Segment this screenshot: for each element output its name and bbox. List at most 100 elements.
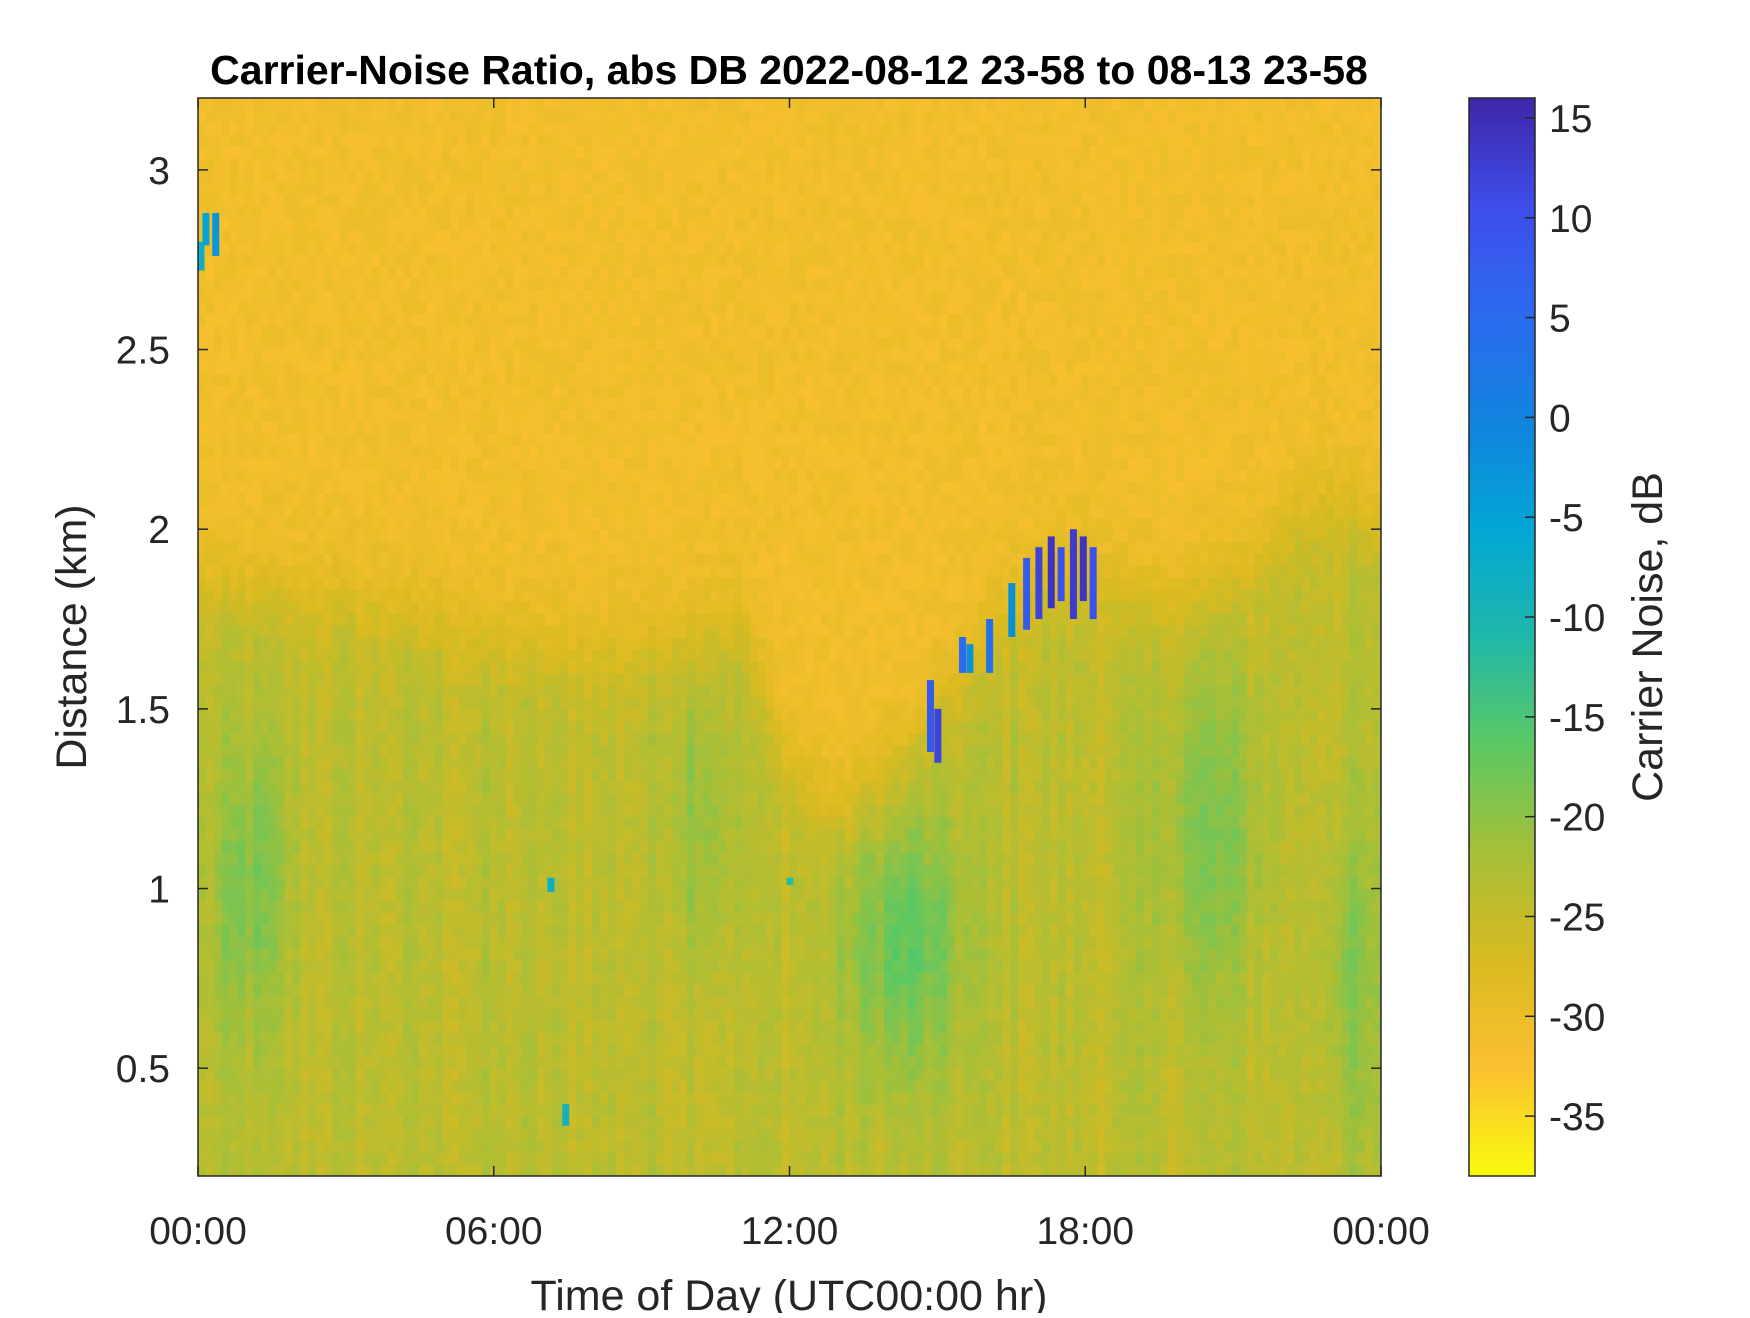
heatmap-cell — [214, 493, 222, 506]
heatmap-cell — [206, 912, 214, 925]
heatmap-cell — [513, 841, 521, 854]
heatmap-cell — [245, 901, 253, 914]
heatmap-cell — [450, 924, 458, 937]
heatmap-cell — [600, 373, 608, 386]
heatmap-cell — [372, 972, 380, 985]
heatmap-cell — [301, 697, 309, 710]
heatmap-cell — [553, 1080, 561, 1093]
heatmap-cell — [222, 409, 230, 422]
heatmap-cell — [403, 481, 411, 494]
heatmap-cell — [253, 218, 261, 231]
heatmap-cell — [419, 589, 427, 602]
heatmap-cell — [608, 721, 616, 734]
heatmap-cell — [521, 601, 529, 614]
heatmap-cell — [214, 589, 222, 602]
heatmap-cell — [364, 505, 372, 518]
heatmap-cell — [592, 637, 600, 650]
heatmap-cell — [348, 912, 356, 925]
heatmap-cell — [214, 577, 222, 590]
heatmap-cell — [474, 553, 482, 566]
heatmap-cell — [600, 877, 608, 890]
heatmap-cell — [450, 421, 458, 434]
heatmap-cell — [561, 565, 569, 578]
heatmap-cell — [537, 972, 545, 985]
heatmap-cell — [458, 721, 466, 734]
heatmap-cell — [592, 1092, 600, 1105]
heatmap-cell — [253, 433, 261, 446]
heatmap-cell — [285, 589, 293, 602]
heatmap-cell — [600, 469, 608, 482]
heatmap-cell — [442, 781, 450, 794]
heatmap-cell — [340, 1020, 348, 1033]
heatmap-cell — [198, 924, 206, 937]
heatmap-cell — [293, 1092, 301, 1105]
heatmap-cell — [364, 577, 372, 590]
heatmap-cell — [269, 230, 277, 243]
heatmap-cell — [403, 661, 411, 674]
heatmap-cell — [324, 1164, 332, 1177]
heatmap-cell — [277, 553, 285, 566]
heatmap-cell — [253, 529, 261, 542]
heatmap-cell — [387, 577, 395, 590]
heatmap-cell — [592, 912, 600, 925]
heatmap-cell — [324, 697, 332, 710]
heatmap-cell — [348, 469, 356, 482]
heatmap-cell — [521, 577, 529, 590]
heatmap-cell — [466, 757, 474, 770]
heatmap-cell — [198, 529, 206, 542]
heatmap-cell — [379, 469, 387, 482]
heatmap-cell — [450, 1104, 458, 1117]
heatmap-cell — [269, 637, 277, 650]
heatmap-cell — [222, 266, 230, 279]
heatmap-cell — [569, 218, 577, 231]
heatmap-cell — [411, 314, 419, 327]
heatmap-cell — [324, 409, 332, 422]
heatmap-cell — [348, 1056, 356, 1069]
heatmap-cell — [324, 649, 332, 662]
heatmap-cell — [506, 853, 514, 866]
heatmap-cell — [293, 1116, 301, 1129]
heatmap-cell — [253, 541, 261, 554]
heatmap-cell — [253, 853, 261, 866]
heatmap-cell — [269, 314, 277, 327]
heatmap-cell — [490, 1044, 498, 1057]
heatmap-cell — [427, 493, 435, 506]
heatmap-cell — [419, 505, 427, 518]
heatmap-cell — [261, 302, 269, 315]
heatmap-cell — [230, 218, 238, 231]
heatmap-cell — [308, 302, 316, 315]
heatmap-cell — [237, 218, 245, 231]
heatmap-cell — [600, 314, 608, 327]
heatmap-cell — [529, 1164, 537, 1177]
heatmap-cell — [498, 1080, 506, 1093]
heatmap-cell — [608, 1020, 616, 1033]
heatmap-cell — [584, 314, 592, 327]
heatmap-cell — [427, 362, 435, 375]
heatmap-cell — [490, 829, 498, 842]
heatmap-cell — [395, 1008, 403, 1021]
heatmap-cell — [513, 290, 521, 303]
heatmap-cell — [285, 984, 293, 997]
heatmap-cell — [301, 1116, 309, 1129]
heatmap-cell — [411, 721, 419, 734]
heatmap-cell — [364, 912, 372, 925]
heatmap-cell — [206, 589, 214, 602]
heatmap-cell — [277, 853, 285, 866]
heatmap-cell — [379, 397, 387, 410]
heatmap-cell — [348, 218, 356, 231]
heatmap-cell — [466, 182, 474, 195]
heatmap-cell — [569, 505, 577, 518]
heatmap-cell — [387, 1128, 395, 1141]
heatmap-cell — [356, 984, 364, 997]
heatmap-cell — [513, 781, 521, 794]
heatmap-cell — [466, 924, 474, 937]
heatmap-cell — [561, 996, 569, 1009]
heatmap-cell — [569, 230, 577, 243]
heatmap-cell — [403, 338, 411, 351]
heatmap-cell — [364, 613, 372, 626]
heatmap-cell — [253, 721, 261, 734]
heatmap-cell — [395, 469, 403, 482]
heatmap-cell — [490, 984, 498, 997]
heatmap-cell — [301, 278, 309, 291]
heatmap-cell — [403, 709, 411, 722]
